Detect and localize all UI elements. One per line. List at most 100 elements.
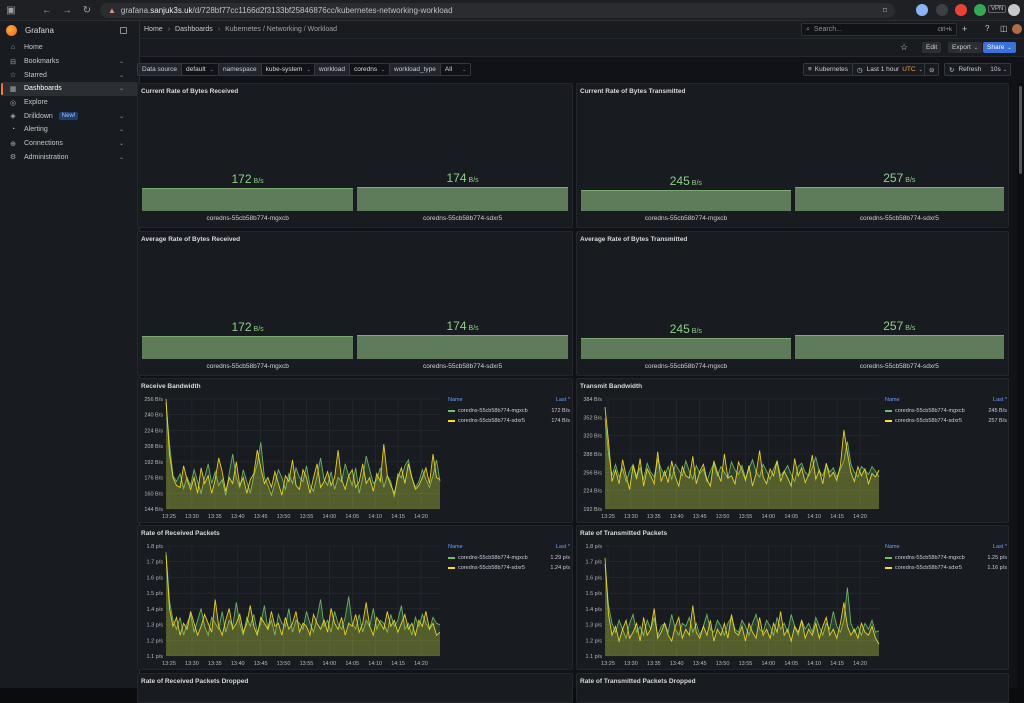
sidebar-item-home[interactable]: ⌂ Home (1, 41, 138, 55)
legend-last-header[interactable]: Last * (992, 397, 1007, 403)
timeseries-chart[interactable]: 1.1 p/s 1.2 p/s 1.3 p/s 1.4 p/s 1.5 p/s 1.6 p… (138, 526, 573, 670)
news-icon[interactable]: ◫ (1000, 24, 1008, 33)
sidebar-item-connections[interactable]: ⊕ Connections ⌄ (1, 137, 138, 151)
sidebar-item-drilldown[interactable]: ◈ Drilldown New! ⌄ (1, 109, 138, 123)
x-tick-label: 13:40 (231, 661, 245, 667)
profile-avatar[interactable] (1008, 4, 1020, 16)
namespace-variable[interactable]: namespace kube-system ⌄ (218, 63, 316, 76)
sidebar-item-alerting[interactable]: ◔ Alerting ⌄ (1, 123, 138, 137)
y-tick-label: 1.1 p/s (585, 654, 602, 660)
refresh-interval[interactable]: 10s (990, 66, 1001, 73)
legend-last-header[interactable]: Last * (555, 397, 570, 403)
panel-transmitted-packets-dropped[interactable]: Rate of Transmitted Packets Dropped (576, 673, 1009, 703)
legend-last-header[interactable]: Last * (992, 544, 1007, 550)
panel-transmitted-packets[interactable]: Rate of Transmitted Packets 1.1 p/s 1.2 p… (576, 525, 1009, 670)
series-line (165, 398, 441, 496)
timeseries-chart[interactable]: 1.1 p/s 1.2 p/s 1.3 p/s 1.4 p/s 1.5 p/s 1.6 p… (577, 526, 1009, 670)
variable-value[interactable]: default ⌄ (182, 64, 218, 75)
legend-header: Name Last * (885, 544, 1007, 550)
forward-icon[interactable]: → (62, 4, 72, 16)
back-icon[interactable]: ← (42, 4, 52, 16)
panel-receive-bandwidth[interactable]: Receive Bandwidth 144 B/s 160 B/s 176 B/s 1… (137, 378, 573, 523)
kubernetes-links-button[interactable]: ≡ Kubernetes (803, 63, 854, 76)
bookmark-page-icon[interactable]: ⌑ (882, 6, 887, 15)
panel-transmit-bandwidth[interactable]: Transmit Bandwidth 192 B/s 224 B/s 256 B/s… (576, 378, 1009, 523)
scrollbar[interactable] (1017, 83, 1024, 688)
workload-variable[interactable]: workload coredns ⌄ (314, 63, 391, 76)
variable-value[interactable]: coredns ⌄ (350, 64, 390, 75)
chevron-down-icon[interactable]: ⌄ (118, 113, 124, 120)
variable-value[interactable]: All ⌄ (440, 64, 471, 75)
edit-button[interactable]: Edit (922, 42, 942, 53)
export-button[interactable]: Export ⌄ (948, 42, 982, 53)
scrollbar-thumb[interactable] (1019, 86, 1022, 174)
panel-received-packets-dropped[interactable]: Rate of Received Packets Dropped (137, 673, 573, 703)
user-avatar[interactable] (1012, 24, 1022, 34)
extension-icon[interactable] (974, 4, 986, 16)
panel-title: Rate of Received Packets Dropped (141, 678, 249, 685)
sidebar-toggle-icon[interactable]: ▣ (6, 4, 16, 16)
url-bar[interactable]: ▲ grafana. sanjuk3s.uk/d/728bf77cc1166d2f… (100, 3, 895, 18)
breadcrumb-home[interactable]: Home (144, 26, 163, 33)
star-icon[interactable]: ☆ (900, 42, 909, 52)
legend-row[interactable]: coredns-55cb58b774-mgxcb 1.29 p/s (448, 553, 570, 563)
timeseries-chart[interactable]: 144 B/s 160 B/s 176 B/s 192 B/s 208 B/s 224 B… (138, 379, 573, 523)
legend-series-name: coredns-55cb58b774-mgxcb (895, 408, 965, 414)
legend-row[interactable]: coredns-55cb58b774-mgxcb 172 B/s (448, 406, 570, 416)
panel-received-packets[interactable]: Rate of Received Packets 1.1 p/s 1.2 p/s 1… (137, 525, 573, 670)
legend-row[interactable]: coredns-55cb58b774-sdxr5 1.24 p/s (448, 563, 570, 573)
vpn-icon[interactable]: VPN (988, 5, 1007, 13)
legend-row[interactable]: coredns-55cb58b774-sdxr5 257 B/s (885, 416, 1007, 426)
zoom-out-button[interactable]: ⊖ (924, 63, 940, 76)
chevron-down-icon[interactable]: ⌄ (118, 59, 124, 66)
panel-current-bytes-received[interactable]: Current Rate of Bytes Received 172 B/s cor… (137, 83, 573, 228)
add-icon[interactable]: + (962, 24, 968, 34)
chevron-down-icon[interactable]: ⌄ (118, 72, 124, 79)
dock-menu-icon[interactable] (120, 26, 127, 34)
panel-current-bytes-transmitted[interactable]: Current Rate of Bytes Transmitted 245 B/s… (576, 83, 1009, 228)
legend-last-value: 1.29 p/s (550, 555, 570, 561)
help-icon[interactable]: ? (985, 24, 990, 33)
refresh-button[interactable]: ↻ Refresh 10s ⌄ (944, 63, 1011, 76)
chevron-down-icon[interactable]: ⌄ (118, 154, 124, 161)
extension-icon[interactable] (916, 4, 928, 16)
legend-last-header[interactable]: Last * (555, 544, 570, 550)
panel-average-bytes-transmitted[interactable]: Average Rate of Bytes Transmitted 245 B/s… (576, 231, 1009, 376)
sidebar-item-dashboards[interactable]: ▦ Dashboards ⌄ (1, 82, 138, 96)
legend-name-header[interactable]: Name (448, 544, 463, 550)
timeseries-chart[interactable]: 192 B/s 224 B/s 256 B/s 288 B/s 320 B/s 352 B… (577, 379, 1009, 523)
chevron-down-icon[interactable]: ⌄ (118, 86, 124, 93)
workload-type-variable[interactable]: workload_type All ⌄ (389, 63, 472, 76)
extension-icon[interactable] (955, 4, 967, 16)
share-button[interactable]: Share ⌄ (983, 42, 1016, 53)
breadcrumb-dashboards[interactable]: Dashboards (175, 26, 213, 33)
time-picker[interactable]: ◷ Last 1 hour UTC ⌄ (852, 63, 928, 76)
x-tick-label: 14:10 (807, 661, 821, 667)
bar (794, 335, 1004, 359)
legend-name-header[interactable]: Name (885, 544, 900, 550)
chevron-down-icon[interactable]: ⌄ (118, 127, 124, 134)
legend-row[interactable]: coredns-55cb58b774-mgxcb 1.25 p/s (885, 553, 1007, 563)
legend-series-name: coredns-55cb58b774-mgxcb (458, 555, 528, 561)
sidebar-item-bookmarks[interactable]: ⊟ Bookmarks ⌄ (1, 55, 138, 69)
panel-average-bytes-received[interactable]: Average Rate of Bytes Received 172 B/s cor… (137, 231, 573, 376)
reload-icon[interactable]: ↻ (82, 4, 92, 16)
legend-row[interactable]: coredns-55cb58b774-mgxcb 245 B/s (885, 406, 1007, 416)
bookmark-icon: ⊟ (10, 58, 16, 66)
bar-category-label: coredns-55cb58b774-sdxr5 (859, 215, 939, 222)
legend-name-header[interactable]: Name (885, 397, 900, 403)
sidebar-item-administration[interactable]: ⚙ Administration ⌄ (1, 151, 138, 165)
legend-last-value: 172 B/s (551, 408, 570, 414)
extension-icon[interactable] (936, 4, 948, 16)
sidebar-item-explore[interactable]: ◎ Explore (1, 96, 138, 110)
chevron-down-icon[interactable]: ⌄ (118, 141, 124, 148)
chevron-down-icon: ⌄ (209, 66, 214, 73)
refresh-icon: ↻ (949, 66, 955, 74)
legend-name-header[interactable]: Name (448, 397, 463, 403)
search-input[interactable]: ⌕ Search... ctrl+k (801, 23, 957, 36)
variable-value[interactable]: kube-system ⌄ (261, 64, 315, 75)
legend-row[interactable]: coredns-55cb58b774-sdxr5 174 B/s (448, 416, 570, 426)
sidebar-item-starred[interactable]: ☆ Starred ⌄ (1, 68, 138, 82)
datasource-variable[interactable]: Data source default ⌄ (137, 63, 219, 76)
legend-row[interactable]: coredns-55cb58b774-sdxr5 1.16 p/s (885, 563, 1007, 573)
